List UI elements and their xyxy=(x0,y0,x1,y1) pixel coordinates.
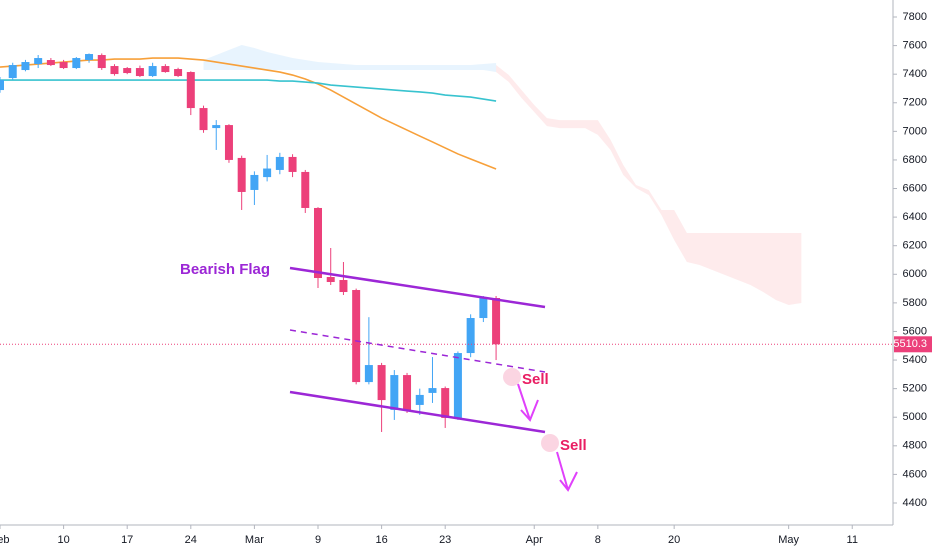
candle-body xyxy=(212,125,221,129)
candle-body xyxy=(441,388,450,418)
candle-body xyxy=(250,174,259,190)
candle-body xyxy=(339,280,348,293)
y-tick-label: 7000 xyxy=(903,125,927,137)
annotation: Sell xyxy=(560,437,587,454)
candle-body xyxy=(275,156,284,170)
y-tick-label: 7600 xyxy=(903,40,927,52)
candle-body xyxy=(326,277,335,283)
y-tick-label: 6800 xyxy=(903,154,927,166)
candle-body xyxy=(46,60,55,66)
y-tick-label: 5400 xyxy=(903,354,927,366)
arrow xyxy=(517,383,539,422)
candle-body xyxy=(123,68,132,74)
x-tick-label: 20 xyxy=(668,534,680,546)
y-tick-label: 5200 xyxy=(903,383,927,395)
x-tick-label: Mar xyxy=(245,534,264,546)
x-tick-label: 11 xyxy=(847,534,858,546)
candle-body xyxy=(492,298,501,345)
candle-body xyxy=(390,375,399,410)
y-tick-label: 5600 xyxy=(903,325,927,337)
candle-body xyxy=(314,207,322,279)
y-tick-label: 4400 xyxy=(903,497,927,509)
x-tick-label: 8 xyxy=(595,534,601,546)
y-tick-label: 5000 xyxy=(903,411,927,423)
x-tick-label: Feb xyxy=(0,534,9,546)
x-tick-label: May xyxy=(778,534,799,546)
candle-body xyxy=(224,125,233,160)
candle-body xyxy=(174,69,183,77)
candle-body xyxy=(479,298,488,319)
candle-body xyxy=(0,80,4,91)
y-tick-label: 4600 xyxy=(903,468,927,480)
candle-body xyxy=(237,157,246,192)
annotation: Sell xyxy=(522,371,549,388)
arrow xyxy=(556,451,578,492)
y-tick-label: 7200 xyxy=(903,97,927,109)
candle-body xyxy=(415,394,424,405)
y-tick-label: 6000 xyxy=(903,268,927,280)
flag-lower-line xyxy=(289,390,546,434)
candle-body xyxy=(72,58,81,69)
marker-circle xyxy=(503,368,521,386)
candle-body xyxy=(161,66,170,73)
x-tick-label: 9 xyxy=(315,534,321,546)
candle-body xyxy=(85,54,94,61)
candle-body xyxy=(59,62,68,69)
y-tick-label: 7800 xyxy=(903,11,927,23)
candle-body xyxy=(263,168,272,178)
x-tick-label: 10 xyxy=(57,534,69,546)
y-tick-label: 6200 xyxy=(903,240,927,252)
x-tick-label: 24 xyxy=(185,534,197,546)
cloud xyxy=(203,45,497,73)
candle-body xyxy=(186,72,195,109)
line xyxy=(0,79,497,102)
y-tick-label: 4800 xyxy=(903,440,927,452)
y-tick-label: 6600 xyxy=(903,182,927,194)
candle-body xyxy=(21,62,30,71)
y-tick-label: 7400 xyxy=(903,68,927,80)
marker-circle xyxy=(541,434,559,452)
candle-body xyxy=(148,66,157,77)
y-tick-label: 6400 xyxy=(903,211,927,223)
x-tick-label: 17 xyxy=(121,534,133,546)
candle-body xyxy=(466,318,475,354)
candle-body xyxy=(377,365,386,401)
x-tick-label: Apr xyxy=(526,534,543,546)
last-price-label: 5510.3 xyxy=(893,338,927,350)
x-tick-label: 23 xyxy=(439,534,451,546)
candle-body xyxy=(8,65,17,79)
candle-body xyxy=(135,68,144,77)
y-tick-label: 5800 xyxy=(903,297,927,309)
candle-body xyxy=(97,55,106,69)
candle-body xyxy=(110,66,119,75)
candle-body xyxy=(428,388,437,393)
candle-body xyxy=(364,365,373,383)
candle-body xyxy=(453,353,462,418)
drawings: Bearish Flag Sell Sell xyxy=(180,261,587,492)
last-price-box xyxy=(894,336,932,353)
annotation: Bearish Flag xyxy=(180,261,270,278)
candle-body xyxy=(352,290,361,383)
flag-upper-line xyxy=(289,266,546,309)
candle-body xyxy=(403,375,412,410)
candle-body xyxy=(301,171,310,208)
line xyxy=(0,57,497,170)
plot-area xyxy=(0,45,893,432)
candle-body xyxy=(34,58,43,65)
x-tick-label: 16 xyxy=(375,534,387,546)
candle-body xyxy=(288,156,297,172)
cloud xyxy=(496,65,802,306)
candle-body xyxy=(199,108,208,131)
